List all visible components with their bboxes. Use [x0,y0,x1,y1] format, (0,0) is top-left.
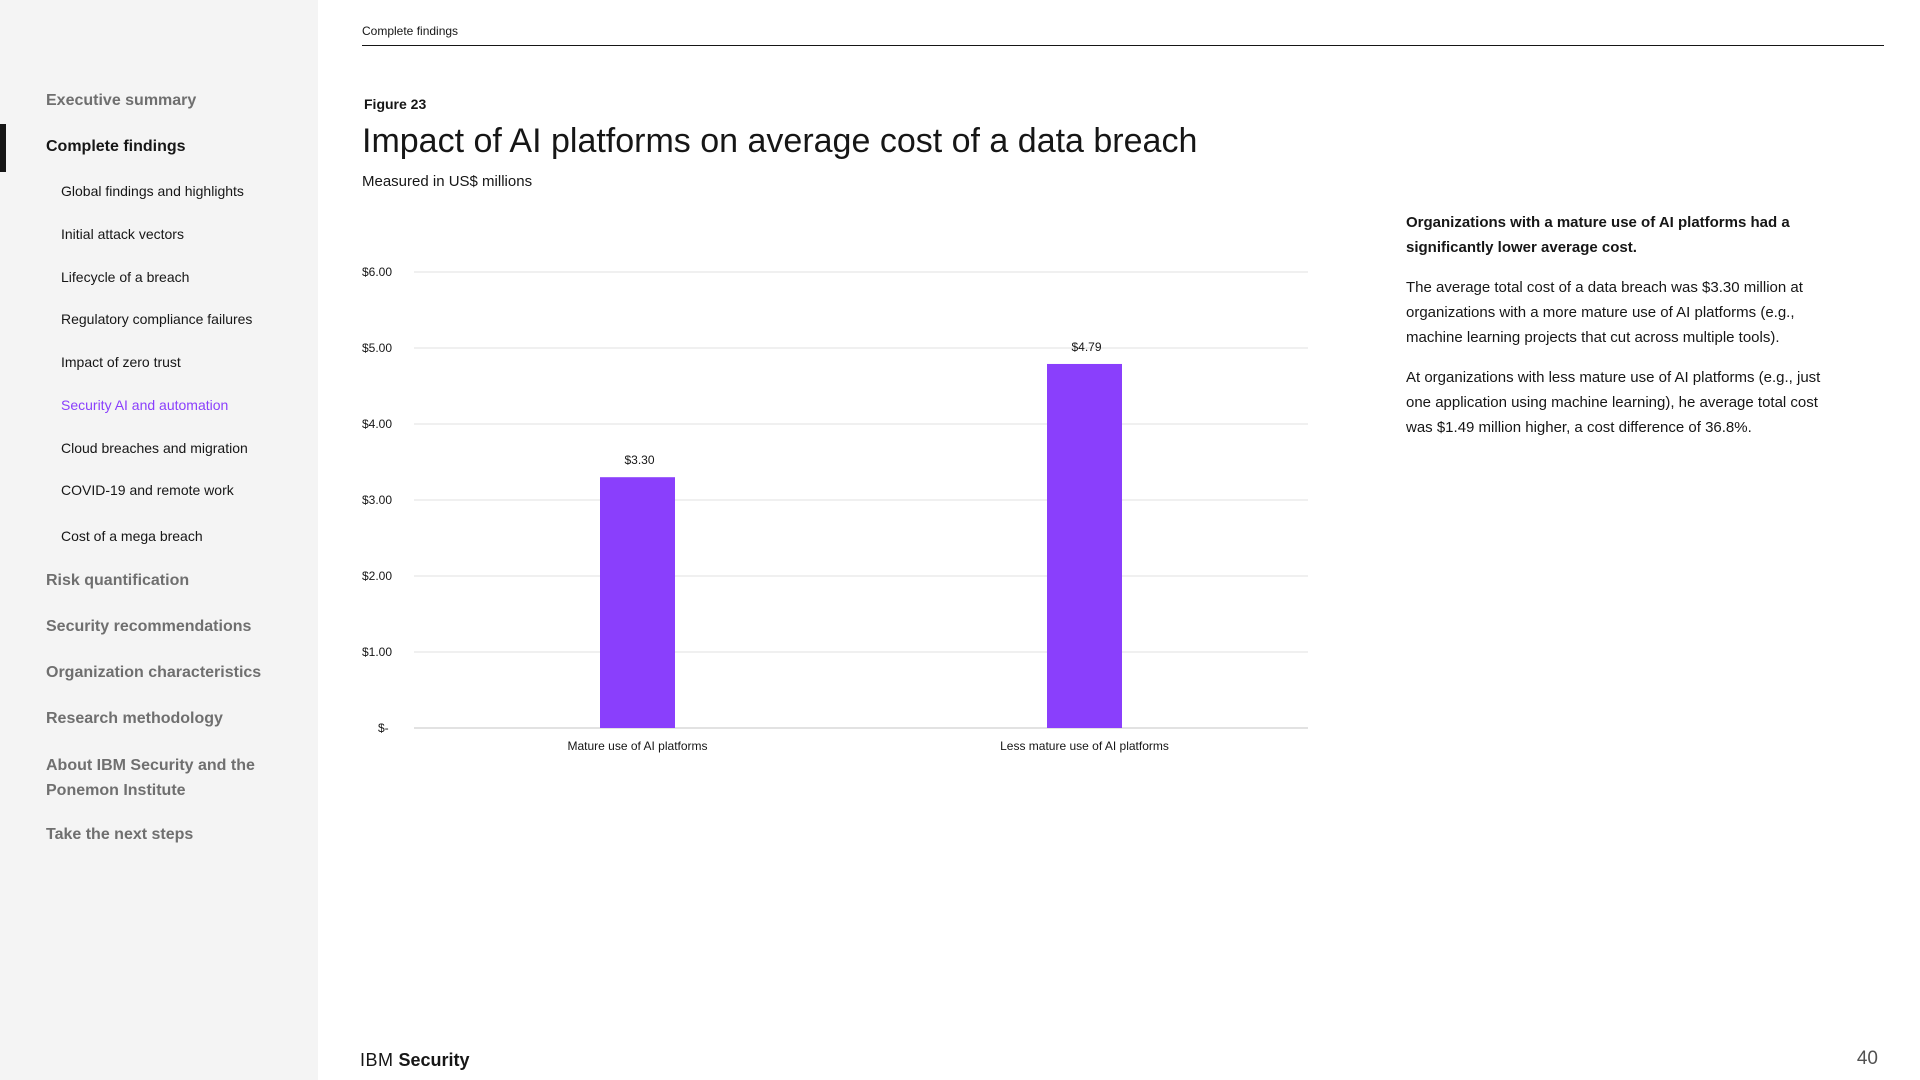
chart-y-axis: $- $1.00 $2.00 $3.00 $4.00 $5.00 $6.00 [362,265,392,735]
y-tick-label: $6.00 [362,265,392,279]
chart-value-labels: $3.30 $4.79 [624,340,1101,467]
nav-risk-quantification[interactable]: Risk quantification [46,572,190,589]
nav-covid-remote-work[interactable]: COVID-19 and remote work [61,482,234,498]
nav-global-findings[interactable]: Global findings and highlights [61,183,244,199]
y-tick-label: $5.00 [362,341,392,355]
nav-complete-findings[interactable]: Complete findings [46,138,186,155]
nav-cloud-breaches[interactable]: Cloud breaches and migration [61,440,248,456]
nav-mega-breach[interactable]: Cost of a mega breach [61,528,203,544]
commentary-paragraph-1: The average total cost of a data breach … [1406,279,1803,346]
figure-commentary: Organizations with a mature use of AI pl… [1406,210,1826,455]
y-tick-label: $- [378,721,389,735]
nav-about-ibm[interactable]: About IBM Security and the Ponemon Insti… [46,757,255,799]
bar-value-label: $4.79 [1071,340,1101,354]
header-divider [362,45,1884,46]
page-number: 40 [1856,1048,1878,1069]
y-tick-label: $2.00 [362,569,392,583]
bar [1047,363,1122,728]
nav-security-recommendations[interactable]: Security recommendations [46,618,252,635]
nav-initial-attack-vectors[interactable]: Initial attack vectors [61,226,184,242]
logo-ibm: IBM [360,1050,394,1070]
chart-bars [600,363,1122,728]
nav-lifecycle[interactable]: Lifecycle of a breach [61,269,190,285]
chart-grid [414,271,1308,729]
nav-security-ai[interactable]: Security AI and automation [61,397,229,413]
section-header: Complete findings [362,24,459,38]
figure-title: Impact of AI platforms on average cost o… [362,122,1198,160]
bar-chart: $- $1.00 $2.00 $3.00 $4.00 $5.00 $6.00 $3.30 $4… [362,265,1308,753]
chart-x-axis: Mature use of AI platforms Less mature us… [567,739,1168,753]
nav-organization-characteristics[interactable]: Organization characteristics [46,664,262,681]
nav-take-next-steps[interactable]: Take the next steps [46,826,194,843]
nav-executive-summary[interactable]: Executive summary [46,92,197,109]
y-tick-label: $1.00 [362,645,392,659]
nav-research-methodology[interactable]: Research methodology [46,710,223,727]
y-tick-label: $3.00 [362,493,392,507]
active-indicator [0,124,6,172]
logo-security: Security [398,1050,470,1070]
commentary-lead: Organizations with a mature use of AI pl… [1406,214,1790,256]
bar [600,477,675,728]
bar-value-label: $3.30 [624,453,654,467]
figure-number: Figure 23 [364,96,427,112]
x-category-label: Less mature use of AI platforms [1000,739,1169,753]
commentary-paragraph-2: At organizations with less mature use of… [1406,369,1821,436]
nav-zero-trust[interactable]: Impact of zero trust [61,354,181,370]
figure-subtitle: Measured in US$ millions [362,173,533,190]
ibm-security-logo: IBM Security [360,1050,470,1071]
y-tick-label: $4.00 [362,417,392,431]
nav-regulatory-compliance[interactable]: Regulatory compliance failures [61,311,253,327]
sidebar-nav: Executive summary Complete findings Glob… [0,0,318,1080]
x-category-label: Mature use of AI platforms [567,739,707,753]
